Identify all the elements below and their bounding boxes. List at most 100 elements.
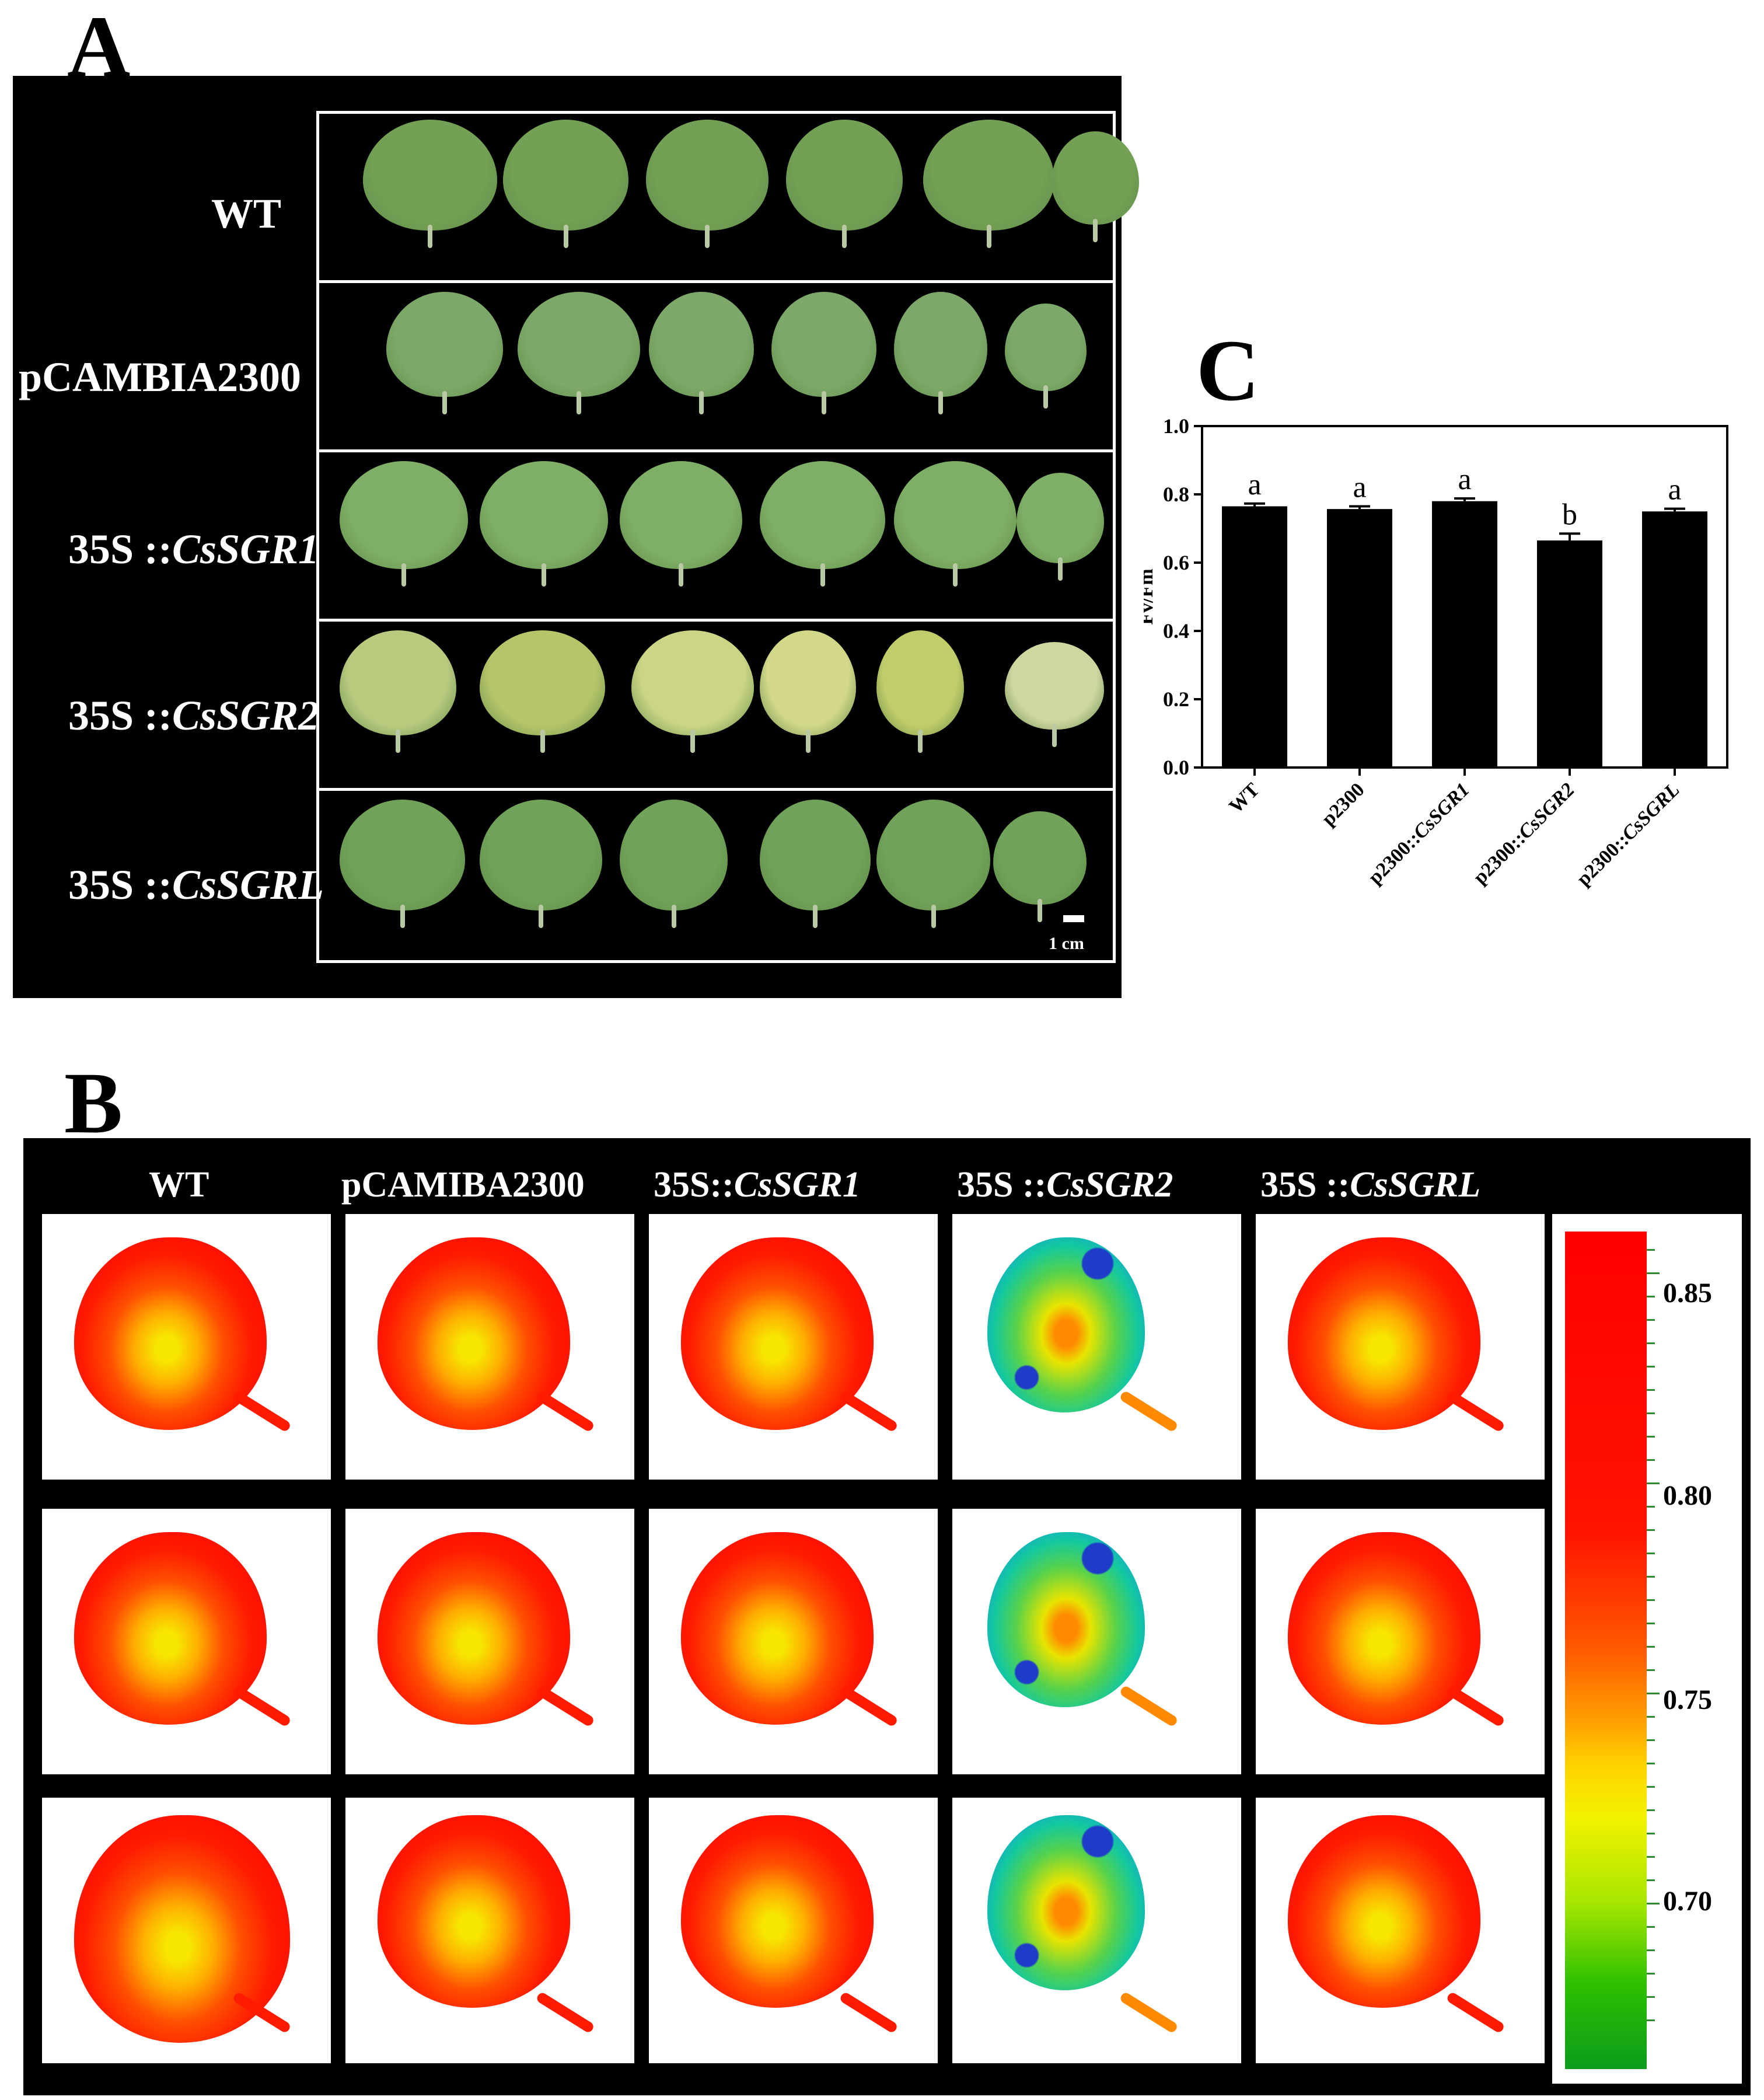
- fluorescence-image: [649, 1214, 938, 1480]
- leaf-stem: [540, 730, 545, 753]
- legend-tick: [1647, 1903, 1660, 1904]
- x-label-plain: p2300::: [1469, 828, 1530, 889]
- leaf-photo: [620, 461, 742, 569]
- leaf-stem: [1093, 219, 1098, 242]
- fluorescence-image: [42, 1798, 331, 2063]
- fluorescence-image: [952, 1798, 1241, 2063]
- leaf-photo: [1052, 131, 1139, 225]
- panel-b-label: B: [64, 1059, 123, 1147]
- fluorescence-image: [952, 1214, 1241, 1480]
- fluorescence-image: [1256, 1798, 1545, 2063]
- legend-tick: [1647, 1459, 1655, 1461]
- x-label-plain: p2300::: [1573, 829, 1633, 890]
- leaf-stem: [400, 905, 405, 928]
- fluorescence-leaf-stem: [535, 1390, 595, 1433]
- legend-tick: [1647, 1412, 1655, 1414]
- bar: [1432, 501, 1497, 768]
- legend-label-070: 0.70: [1663, 1885, 1712, 1917]
- x-tick-label: p2300::CsSGRL: [1573, 779, 1683, 889]
- fluorescence-leaf-stem: [839, 1991, 899, 2034]
- leaf-photo: [760, 800, 871, 911]
- leaf-stem: [539, 905, 543, 928]
- leaf-photo: [760, 630, 856, 735]
- legend-tick: [1647, 1482, 1660, 1484]
- leaf-photo: [876, 630, 964, 735]
- legend-label-075: 0.75: [1663, 1684, 1712, 1716]
- significance-letter: a: [1248, 468, 1261, 501]
- leaf-photo: [340, 800, 465, 911]
- legend-tick: [1647, 1272, 1660, 1274]
- legend-tick: [1647, 1342, 1655, 1344]
- x-label-italic: CsSGR2: [1514, 779, 1578, 843]
- legend-tick: [1647, 1809, 1655, 1811]
- legend-tick: [1647, 1949, 1655, 1951]
- x-tick-label: p2300: [1318, 779, 1369, 830]
- fluorescence-image: [649, 1509, 938, 1774]
- leaf-stem: [396, 730, 400, 753]
- scale-bar-label: 1 cm: [1049, 934, 1084, 954]
- leaf-stem: [820, 563, 825, 587]
- leaf-photo: [894, 461, 1017, 569]
- x-label-plain: p2300::: [1364, 828, 1425, 889]
- leaf-stem: [1052, 724, 1057, 747]
- legend-tick: [1647, 1669, 1655, 1671]
- leaf-photo: [646, 120, 769, 231]
- y-axis-label: Fv/Fm: [1144, 568, 1157, 625]
- leaf-stem: [813, 905, 818, 928]
- legend-tick: [1647, 1576, 1655, 1578]
- bar: [1642, 511, 1707, 768]
- fluorescence-leaf: [987, 1815, 1145, 1990]
- leaf-photo: [480, 461, 608, 569]
- fluorescence-leaf: [378, 1815, 570, 2008]
- leaf-photo: [503, 120, 628, 231]
- fluorescence-leaf: [987, 1532, 1145, 1707]
- fluorescence-image: [1256, 1214, 1545, 1480]
- leaf-stem: [1043, 385, 1048, 409]
- leaf-photo: [340, 630, 456, 735]
- significance-letter: b: [1562, 498, 1577, 531]
- fluorescence-leaf-stem: [839, 1390, 899, 1433]
- scale-bar: [1063, 915, 1084, 922]
- leaf-stem: [822, 391, 826, 414]
- leaf-photo: [894, 292, 987, 397]
- bar: [1327, 509, 1392, 768]
- leaf-stem: [564, 225, 568, 248]
- x-label-italic: CsSGR1: [1409, 779, 1473, 843]
- legend-tick: [1647, 1506, 1655, 1508]
- leaf-photo: [993, 811, 1087, 905]
- y-tick-label: 1.0: [1163, 414, 1189, 438]
- panel-c-chart: 0.0 0.2 0.4 0.6 0.8 1.0 Fv/Fm a WT a p2300 a p2300::…: [1144, 327, 1764, 998]
- leaf-stem: [931, 905, 936, 928]
- y-tick-label: 0.0: [1163, 756, 1189, 779]
- legend-label-085: 0.85: [1663, 1277, 1712, 1309]
- fluorescence-leaf-stem: [1119, 1991, 1179, 2034]
- leaf-stem: [428, 225, 432, 248]
- fluorescence-leaf-stem: [1445, 1991, 1505, 2034]
- color-gradient-bar: [1565, 1232, 1647, 2069]
- leaf-photo: [771, 292, 876, 397]
- leaf-photo: [1017, 473, 1104, 563]
- fluorescence-image: [42, 1214, 331, 1480]
- x-tick-label: p2300::CsSGR1: [1364, 779, 1474, 888]
- fluorescence-image: [1256, 1509, 1545, 1774]
- bar: [1537, 540, 1602, 768]
- legend-label-080: 0.80: [1663, 1480, 1712, 1512]
- x-label-plain: p2300: [1318, 779, 1369, 830]
- legend-tick: [1647, 1249, 1655, 1251]
- leaf-photo: [620, 800, 728, 911]
- fluorescence-leaf-stem: [1119, 1684, 1179, 1728]
- x-tick-label: p2300::CsSGR2: [1469, 779, 1579, 888]
- y-tick-label: 0.2: [1163, 688, 1189, 711]
- legend-tick: [1647, 2019, 1655, 2021]
- leaf-stem: [672, 905, 676, 928]
- leaf-stem: [577, 391, 581, 414]
- legend-tick: [1647, 1879, 1655, 1881]
- legend-tick: [1647, 1436, 1655, 1438]
- legend-tick: [1647, 1973, 1655, 1975]
- fv-fm-color-legend: 0.85 0.80 0.75 0.70: [1552, 1214, 1742, 2084]
- leaf-photo: [649, 292, 754, 397]
- legend-tick: [1647, 1553, 1655, 1554]
- fluorescence-leaf: [987, 1237, 1145, 1412]
- bar: [1222, 506, 1287, 768]
